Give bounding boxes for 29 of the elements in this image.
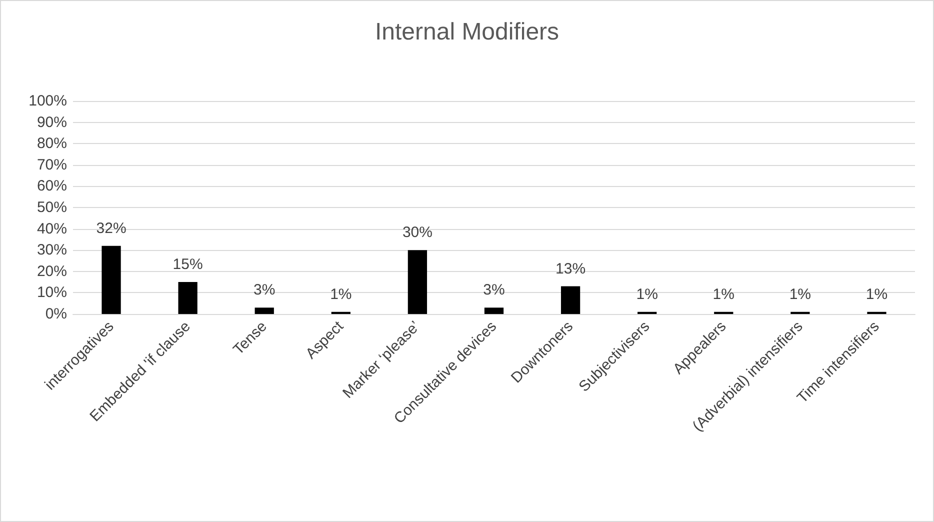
bar [408,250,428,314]
chart-title: Internal Modifiers [374,18,560,46]
data-label: 3% [254,282,276,299]
data-label: 32% [96,220,126,237]
bar [254,308,274,314]
y-tick-label: 60% [36,178,67,195]
bar [484,308,504,314]
y-tick-label: 40% [36,220,67,238]
data-label: 1% [330,286,352,303]
data-label: 15% [172,256,203,274]
y-tick-label: 20% [36,262,67,280]
y-tick-label: 100% [28,92,67,110]
bar [102,246,121,314]
data-label: 3% [483,282,505,299]
y-tick-label: 50% [36,199,67,216]
data-label: 30% [402,224,432,242]
data-label: 1% [712,286,734,303]
data-label: 1% [866,286,888,303]
y-tick-label: 0% [45,306,67,322]
y-tick-label: 10% [36,284,67,302]
data-label: 1% [636,286,658,303]
bar [178,282,198,314]
y-tick-label: 90% [36,114,67,131]
bar [560,286,580,314]
data-label: 13% [556,260,586,278]
y-tick-label: 70% [36,156,67,174]
data-label: 1% [789,286,812,303]
y-tick-label: 80% [36,135,67,152]
y-tick-label: 30% [36,242,67,259]
